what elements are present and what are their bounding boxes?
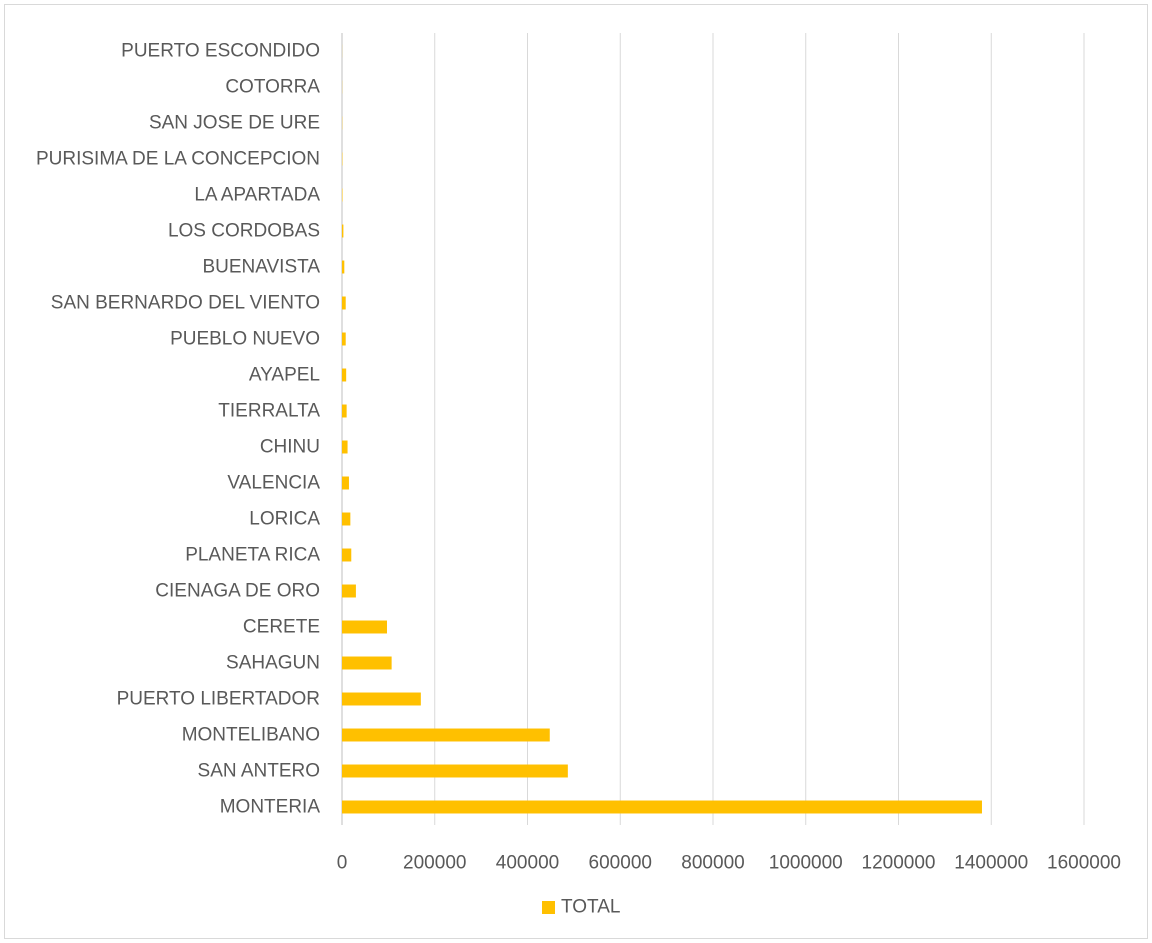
bar [342, 764, 568, 778]
bar [342, 260, 345, 274]
legend-label: TOTAL [561, 897, 620, 918]
x-tick-label: 1600000 [1047, 853, 1121, 874]
bars [342, 44, 982, 814]
gridlines [341, 33, 1085, 825]
x-tick-label: 1000000 [769, 853, 843, 874]
category-label: CIENAGA DE ORO [155, 581, 320, 602]
x-tick-label: 600000 [589, 853, 652, 874]
x-tick-labels: 0 200000 400000 600000 800000 1000000 1200000 1… [337, 853, 1121, 874]
category-label: SAHAGUN [226, 653, 320, 674]
bar [342, 296, 346, 310]
bar [342, 512, 351, 526]
bar [342, 692, 421, 706]
category-label: COTORRA [225, 77, 320, 98]
x-tick-label: 200000 [403, 853, 466, 874]
chart-frame: MONTERIA SAN ANTERO MONTELIBANO PUERTO LIBE… [4, 4, 1148, 939]
category-label: LORICA [249, 509, 320, 530]
category-label: SAN ANTERO [198, 761, 320, 782]
bar [342, 656, 392, 670]
category-label: LOS CORDOBAS [168, 221, 320, 242]
bar [342, 404, 347, 418]
bar [342, 332, 346, 346]
category-label: PUEBLO NUEVO [170, 329, 320, 350]
bar [342, 224, 344, 238]
x-tick-label: 400000 [496, 853, 559, 874]
x-tick-label: 1200000 [862, 853, 936, 874]
bar [342, 800, 982, 814]
category-label: VALENCIA [227, 473, 320, 494]
bar [342, 584, 356, 598]
x-tick-label: 1400000 [954, 853, 1028, 874]
category-label: PUERTO LIBERTADOR [117, 689, 320, 710]
bar [342, 728, 550, 742]
category-label: SAN BERNARDO DEL VIENTO [51, 293, 320, 314]
bar [342, 620, 387, 634]
x-tick-label: 800000 [681, 853, 744, 874]
bar-chart: MONTERIA SAN ANTERO MONTELIBANO PUERTO LIBE… [36, 33, 1121, 918]
legend-swatch [542, 901, 555, 914]
category-label: PLANETA RICA [185, 545, 320, 566]
category-label: SAN JOSE DE URE [149, 113, 320, 134]
category-label: MONTERIA [220, 797, 321, 818]
category-label: PUERTO ESCONDIDO [121, 41, 320, 62]
category-label: MONTELIBANO [182, 725, 320, 746]
bar [342, 440, 348, 454]
category-label: PURISIMA DE LA CONCEPCION [36, 149, 320, 170]
bar [342, 476, 349, 490]
category-label: TIERRALTA [218, 401, 320, 422]
category-label: CERETE [243, 617, 320, 638]
category-label: AYAPEL [249, 365, 320, 386]
bar [342, 548, 352, 562]
category-label: BUENAVISTA [202, 257, 320, 278]
bar [342, 368, 347, 382]
x-tick-label: 0 [337, 853, 348, 874]
legend: TOTAL [542, 897, 620, 918]
category-label: CHINU [260, 437, 320, 458]
category-labels: MONTERIA SAN ANTERO MONTELIBANO PUERTO LIBE… [36, 41, 320, 818]
category-label: LA APARTADA [194, 185, 320, 206]
